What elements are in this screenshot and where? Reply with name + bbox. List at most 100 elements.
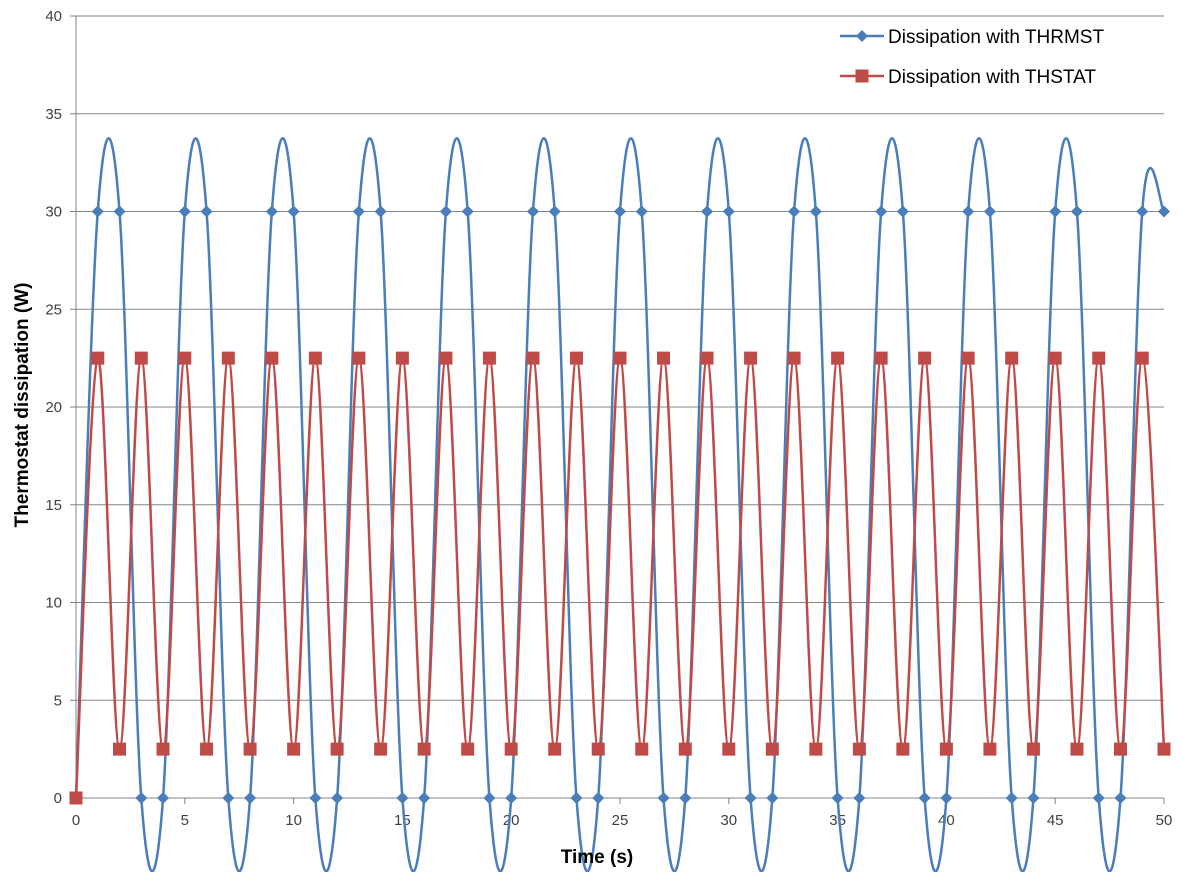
data-point [374,205,387,218]
data-point [1092,351,1106,365]
data-point [287,742,301,756]
data-point [744,351,758,365]
data-point [265,351,279,365]
data-point [766,792,779,804]
legend-label: Dissipation with THSTAT [888,67,1096,88]
data-point [591,742,605,756]
x-axis-title: Time (s) [561,847,634,868]
data-point [613,351,627,365]
data-point [896,205,909,218]
x-tick-label: 25 [612,812,629,829]
x-tick-label: 50 [1156,812,1173,829]
data-point [896,742,910,756]
data-point [831,792,844,804]
data-point [135,792,148,804]
y-tick-label: 40 [45,8,62,25]
data-point [1135,351,1149,365]
x-tick-label: 20 [503,812,520,829]
data-point [657,351,671,365]
y-tick-label: 0 [54,790,62,807]
axes: 0 5 10 15 20 25 30 35 40 0 5 10 15 20 25 30 35 40 45 50 [45,8,1172,829]
legend-item: Dissipation with THRMST [840,27,1104,48]
data-point [439,351,453,365]
data-point [221,351,235,365]
data-point [831,351,845,365]
data-point [853,792,866,804]
y-tick-label: 20 [45,399,62,416]
data-point [178,205,191,218]
series-line [74,356,1166,799]
data-point [352,351,366,365]
data-point [178,351,192,365]
x-tick-label: 40 [938,812,955,829]
legend-marker [855,69,869,83]
data-point [156,742,170,756]
data-point [134,351,148,365]
data-point [592,792,605,804]
data-point [940,792,953,804]
data-point [722,205,735,218]
data-point [962,205,975,218]
data-point [113,742,127,756]
data-point [461,205,474,218]
y-tick-label: 25 [45,301,62,318]
data-point [1136,205,1149,218]
data-point [548,742,562,756]
data-point [309,792,322,804]
data-point [1114,792,1127,804]
data-point [526,205,539,218]
data-point [809,205,822,218]
data-point [983,205,996,218]
data-point [439,205,452,218]
data-point [157,792,170,804]
data-point [308,351,322,365]
data-point [983,742,997,756]
legend-item: Dissipation with THSTAT [840,67,1096,88]
y-tick-label: 5 [54,692,62,709]
data-point [395,351,409,365]
data-point [874,351,888,365]
data-point [1092,792,1105,804]
data-point [722,742,736,756]
y-tick-label: 10 [45,595,62,612]
legend: Dissipation with THRMST Dissipation with … [840,27,1104,88]
data-point [200,742,214,756]
data-point [243,742,257,756]
data-point [1070,205,1083,218]
y-tick-label: 15 [45,497,62,514]
data-point [91,205,104,218]
data-point [787,351,801,365]
data-point [1005,792,1018,804]
data-point [809,742,823,756]
data-point [113,205,126,218]
data-point [1113,742,1127,756]
x-tick-label: 45 [1047,812,1064,829]
x-tick-label: 5 [181,812,189,829]
y-tick-label: 35 [45,106,62,123]
data-point [330,742,344,756]
data-point [744,792,757,804]
legend-marker [856,30,868,42]
data-point [548,205,561,218]
data-point [614,205,626,218]
data-point [701,205,714,218]
data-point [875,205,888,218]
data-point [265,205,278,218]
data-point [526,351,540,365]
data-point [765,742,779,756]
data-point [69,791,83,805]
x-tick-label: 30 [720,812,737,829]
y-tick-label: 30 [45,204,62,221]
data-point [1070,742,1084,756]
data-point [657,792,670,804]
data-point [939,742,953,756]
data-point [461,742,475,756]
data-point [287,205,300,218]
y-axis-title: Thermostat dissipation (W) [12,283,33,528]
data-point [374,742,388,756]
data-point [852,742,866,756]
data-point [1026,742,1040,756]
data-point [1049,205,1062,218]
